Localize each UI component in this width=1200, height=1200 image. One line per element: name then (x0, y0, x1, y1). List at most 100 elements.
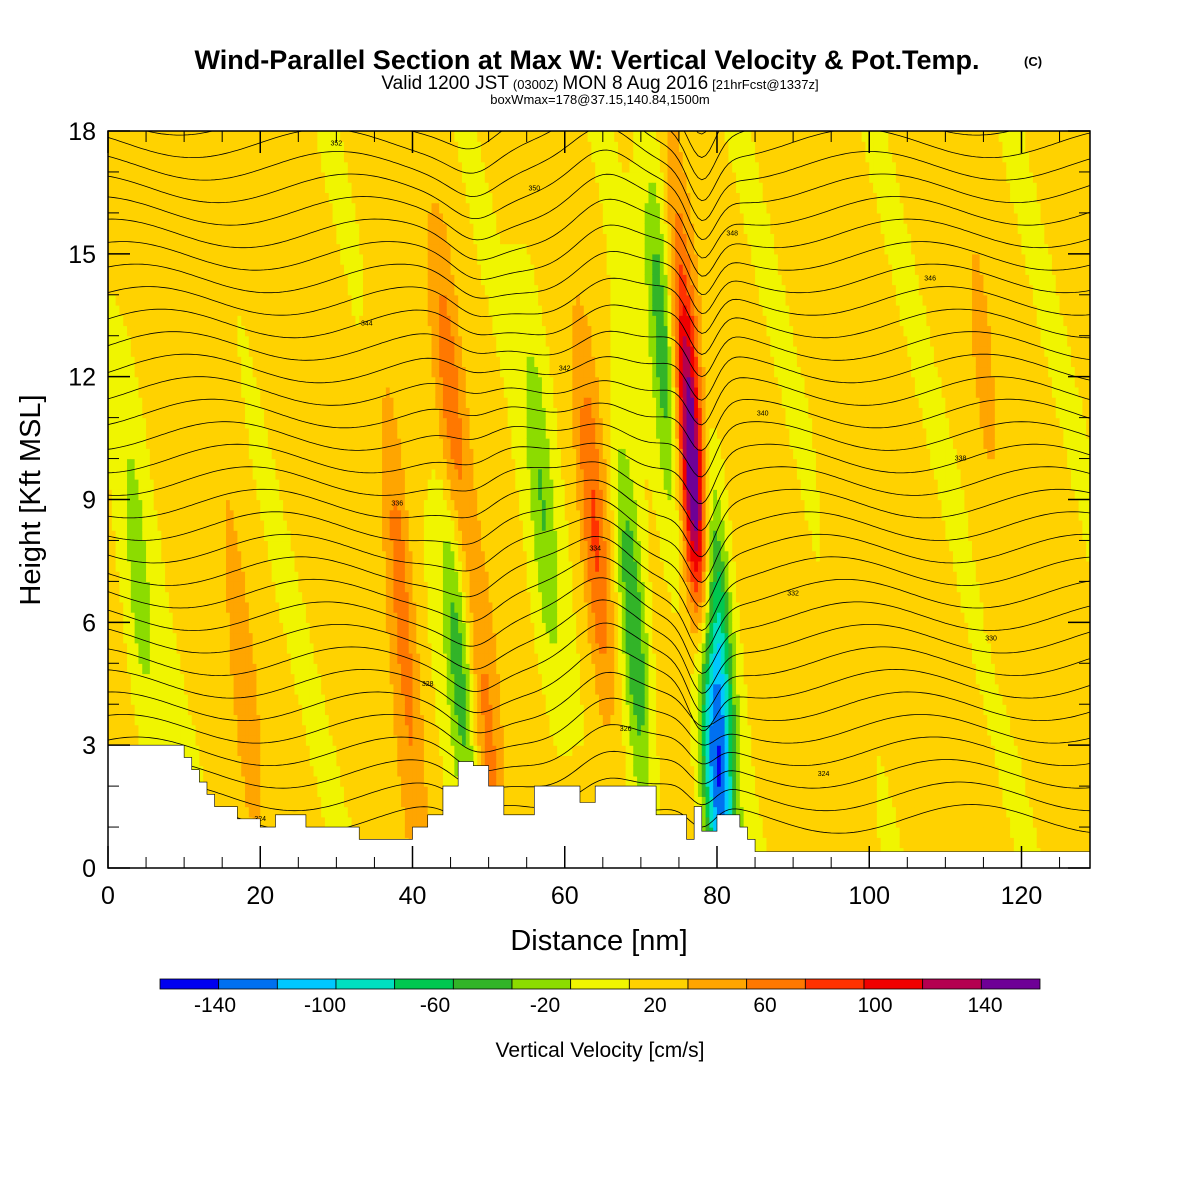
velocity-cell (172, 724, 178, 736)
velocity-cell (172, 571, 178, 582)
velocity-cell (298, 806, 303, 818)
velocity-cell (298, 499, 303, 511)
velocity-cell (176, 182, 181, 194)
velocity-cell (149, 724, 155, 736)
velocity-cell (305, 243, 311, 255)
velocity-cell (305, 612, 311, 623)
velocity-cell (195, 264, 200, 275)
velocity-cell (336, 479, 341, 490)
velocity-cell (328, 612, 334, 623)
velocity-cell (157, 386, 162, 398)
velocity-cell (241, 479, 246, 490)
velocity-cell (366, 571, 372, 582)
velocity-cell (210, 642, 216, 654)
velocity-cell (363, 724, 368, 736)
velocity-cell (229, 448, 235, 460)
velocity-cell (256, 151, 261, 163)
velocity-cell (359, 653, 364, 664)
velocity-cell (355, 489, 360, 501)
velocity-cell (260, 438, 265, 449)
velocity-cell (142, 612, 147, 623)
velocity-cell (153, 499, 159, 511)
velocity-cell (298, 519, 303, 531)
velocity-cell (176, 335, 181, 347)
velocity-cell (294, 765, 299, 777)
velocity-cell (241, 233, 246, 245)
velocity-cell (119, 202, 124, 214)
velocity-cell (271, 509, 277, 521)
velocity-cell (206, 622, 212, 634)
velocity-cell (233, 775, 239, 787)
velocity-cell (153, 519, 159, 531)
velocity-cell (370, 806, 376, 818)
velocity-cell (184, 519, 189, 531)
velocity-cell (264, 386, 269, 398)
velocity-cell (351, 141, 357, 153)
velocity-cell (305, 663, 311, 675)
velocity-cell (252, 141, 258, 153)
velocity-cell (332, 253, 337, 265)
velocity-cell (222, 550, 227, 562)
velocity-cell (305, 366, 311, 378)
velocity-cell (302, 325, 307, 337)
velocity-cell (180, 212, 185, 224)
velocity-cell (267, 581, 273, 593)
velocity-cell (195, 663, 200, 675)
velocity-cell (313, 212, 318, 224)
velocity-cell (275, 345, 280, 357)
velocity-cell (168, 376, 174, 388)
velocity-cell (363, 816, 368, 828)
velocity-cell (176, 315, 181, 327)
velocity-cell (267, 294, 273, 306)
velocity-cell (225, 233, 231, 245)
velocity-cell (321, 745, 326, 757)
velocity-cell (256, 202, 261, 214)
velocity-cell (165, 294, 170, 306)
velocity-cell (283, 151, 288, 163)
velocity-cell (370, 816, 376, 828)
velocity-cell (313, 438, 318, 449)
velocity-cell (210, 683, 216, 695)
velocity-cell (241, 642, 246, 654)
velocity-cell (187, 356, 193, 368)
velocity-cell (294, 468, 299, 480)
velocity-cell (248, 612, 254, 623)
velocity-cell (298, 274, 303, 286)
velocity-cell (111, 212, 117, 224)
velocity-cell (245, 427, 250, 439)
velocity-cell (199, 274, 204, 286)
velocity-cell (195, 284, 200, 296)
velocity-cell (142, 448, 147, 460)
velocity-cell (275, 192, 280, 204)
velocity-cell (290, 734, 296, 746)
velocity-cell (210, 673, 216, 685)
velocity-cell (123, 161, 128, 173)
velocity-cell (142, 212, 147, 224)
velocity-cell (222, 673, 227, 685)
velocity-cell (355, 448, 360, 460)
velocity-cell (340, 182, 345, 194)
velocity-cell (142, 591, 147, 603)
velocity-cell (222, 540, 227, 552)
velocity-cell (229, 274, 235, 286)
velocity-cell (149, 499, 155, 511)
velocity-cell (264, 540, 269, 552)
velocity-cell (222, 612, 227, 623)
velocity-cell (161, 233, 166, 245)
velocity-cell (165, 315, 170, 327)
velocity-cell (115, 499, 121, 511)
velocity-cell (370, 796, 376, 808)
velocity-cell (233, 448, 239, 460)
velocity-cell (347, 550, 353, 562)
velocity-cell (309, 438, 315, 449)
velocity-cell (332, 243, 337, 255)
velocity-cell (283, 519, 288, 531)
velocity-cell (134, 294, 140, 306)
velocity-cell (142, 683, 147, 695)
velocity-cell (271, 622, 277, 634)
velocity-cell (176, 550, 181, 562)
velocity-cell (245, 376, 250, 388)
velocity-cell (343, 765, 349, 777)
velocity-cell (302, 479, 307, 490)
velocity-cell (138, 724, 143, 736)
